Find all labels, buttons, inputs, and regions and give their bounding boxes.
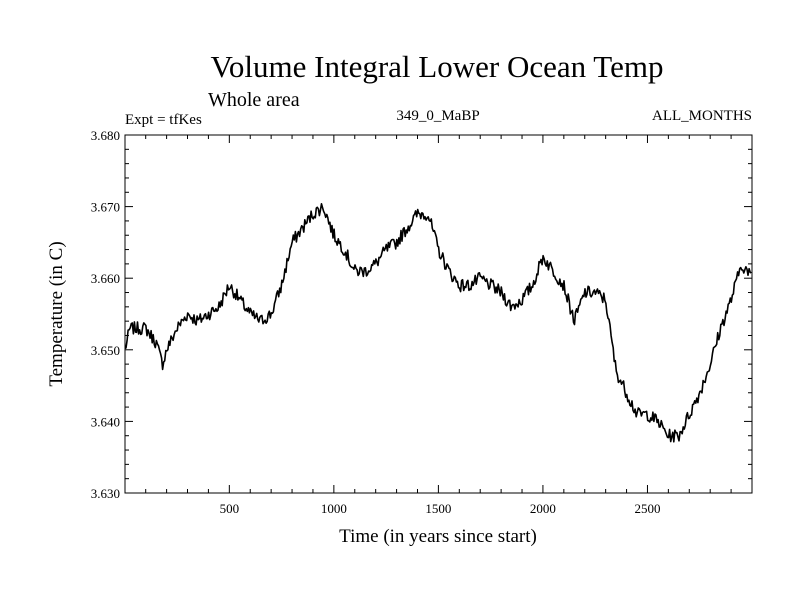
- y-tick-label: 3.670: [91, 200, 120, 215]
- x-tick-label: 1000: [321, 501, 347, 516]
- x-tick-label: 500: [220, 501, 240, 516]
- y-tick-label: 3.660: [91, 271, 120, 286]
- series-line: [124, 203, 752, 443]
- experiment-label: Expt = tfKes: [125, 112, 202, 128]
- chart-subtitle: Whole area: [208, 89, 300, 111]
- x-tick-label: 1500: [425, 501, 451, 516]
- run-label: 349_0_MaBP: [396, 108, 479, 124]
- x-tick-label: 2500: [634, 501, 660, 516]
- y-tick-label: 3.650: [91, 343, 120, 358]
- x-tick-label: 2000: [530, 501, 556, 516]
- y-tick-label: 3.640: [91, 414, 120, 429]
- y-axis-ticks: 3.630 3.640 3.650 3.660 3.670 3.680: [91, 128, 752, 501]
- y-tick-label: 3.680: [91, 128, 120, 143]
- chart-title: Volume Integral Lower Ocean Temp: [211, 49, 664, 84]
- y-axis-label: Temperature (in C): [46, 241, 67, 386]
- y-tick-label: 3.630: [91, 486, 120, 501]
- months-label: ALL_MONTHS: [652, 108, 752, 124]
- x-axis-ticks: 500 1000 1500 2000 2500: [145, 135, 732, 516]
- plot-frame: [124, 134, 753, 494]
- x-axis-label: Time (in years since start): [339, 526, 537, 547]
